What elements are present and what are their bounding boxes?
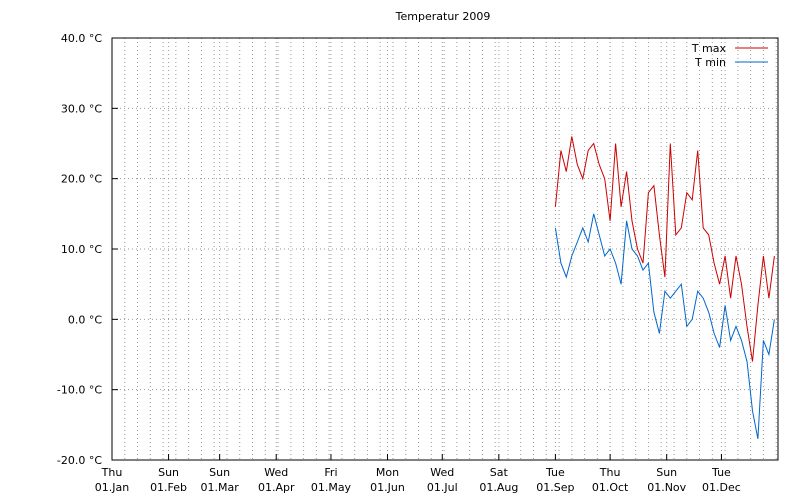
y-tick-label: -10.0 °C	[57, 384, 102, 397]
x-tick-label: Wed	[430, 466, 454, 479]
x-tick-label: Sun	[656, 466, 677, 479]
x-tick-label: Wed	[264, 466, 288, 479]
y-tick-label: 30.0 °C	[61, 102, 102, 115]
series-line	[554, 136, 775, 362]
x-tick-label: 01.Mar	[201, 481, 240, 494]
x-tick-label: 01.Aug	[479, 481, 518, 494]
x-tick-label: 01.May	[311, 481, 352, 494]
legend-label: T max	[691, 42, 727, 55]
x-tick-label: Tue	[711, 466, 731, 479]
y-tick-label: 10.0 °C	[61, 243, 102, 256]
y-tick-label: 40.0 °C	[61, 32, 102, 45]
x-tick-label: 01.Oct	[592, 481, 629, 494]
x-tick-label: 01.Feb	[150, 481, 187, 494]
x-tick-label: Mon	[376, 466, 399, 479]
y-tick-label: 0.0 °C	[68, 313, 102, 326]
x-tick-label: Thu	[101, 466, 123, 479]
x-tick-label: 01.Dec	[702, 481, 741, 494]
chart-title: Temperatur 2009	[395, 10, 491, 23]
x-tick-label: 01.Nov	[647, 481, 686, 494]
x-tick-label: Sun	[158, 466, 179, 479]
x-tick-label: 01.Apr	[258, 481, 295, 494]
y-tick-label: -20.0 °C	[57, 454, 102, 467]
x-tick-label: Thu	[599, 466, 621, 479]
legend-label: T min	[694, 56, 726, 69]
x-tick-label: 01.Jan	[95, 481, 129, 494]
x-tick-label: 01.Jun	[370, 481, 405, 494]
plot-frame	[111, 37, 779, 461]
y-tick-label: 20.0 °C	[61, 173, 102, 186]
x-tick-label: 01.Jul	[427, 481, 458, 494]
x-tick-label: Sat	[490, 466, 509, 479]
x-tick-label: Tue	[545, 466, 565, 479]
series-line	[554, 213, 775, 439]
x-tick-label: Fri	[324, 466, 337, 479]
x-tick-label: Sun	[209, 466, 230, 479]
x-tick-label: 01.Sep	[536, 481, 574, 494]
